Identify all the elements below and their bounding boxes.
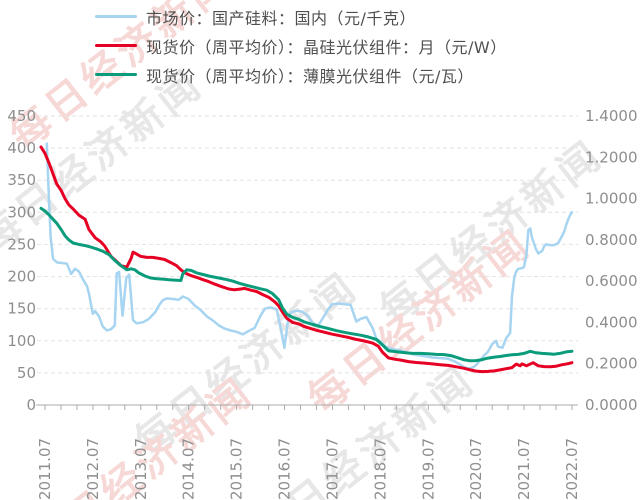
x-axis-label: 2014.07 bbox=[180, 438, 198, 500]
x-axis-label: 2022.07 bbox=[563, 438, 581, 500]
left-axis-label: 400 bbox=[7, 139, 36, 157]
right-axis-label: 1.2000 bbox=[585, 148, 638, 166]
legend-swatch-teal bbox=[95, 73, 137, 76]
x-axis-label: 2018.07 bbox=[371, 438, 389, 500]
series-line-silicon-material bbox=[45, 142, 574, 370]
right-axis-label: 0.6000 bbox=[585, 272, 638, 290]
legend-swatch-red bbox=[95, 44, 137, 47]
x-axis-label: 2019.07 bbox=[419, 438, 437, 500]
left-axis-label: 50 bbox=[17, 364, 36, 382]
legend-item-crystalline-module: 现货价（周平均价）：晶硅光伏组件：月（元/W） bbox=[95, 36, 507, 57]
x-axis-label: 2015.07 bbox=[228, 438, 246, 500]
left-axis-label: 250 bbox=[7, 235, 36, 253]
x-axis-label: 2012.07 bbox=[84, 438, 102, 500]
left-axis-label: 0 bbox=[26, 396, 36, 414]
left-axis-label: 100 bbox=[7, 332, 36, 350]
right-axis-label: 1.0000 bbox=[585, 190, 638, 208]
chart-legend: 市场价：国产硅料：国内（元/千克） 现货价（周平均价）：晶硅光伏组件：月（元/W… bbox=[95, 7, 507, 94]
left-axis-label: 200 bbox=[7, 268, 36, 286]
legend-item-silicon-material: 市场价：国产硅料：国内（元/千克） bbox=[95, 7, 507, 28]
x-axis-label: 2017.07 bbox=[324, 438, 342, 500]
legend-label: 市场价：国产硅料：国内（元/千克） bbox=[146, 8, 416, 28]
x-axis-label: 2011.07 bbox=[36, 438, 54, 500]
legend-swatch-blue bbox=[95, 15, 137, 18]
left-axis-label: 150 bbox=[7, 300, 36, 318]
left-axis-label: 350 bbox=[7, 171, 36, 189]
legend-label: 现货价（周平均价）：晶硅光伏组件：月（元/W） bbox=[146, 37, 507, 57]
right-axis-label: 0.4000 bbox=[585, 313, 638, 331]
x-axis-label: 2020.07 bbox=[467, 438, 485, 500]
right-axis-label: 1.4000 bbox=[585, 107, 638, 125]
legend-item-thinfilm-module: 现货价（周平均价）：薄膜光伏组件（元/瓦） bbox=[95, 65, 507, 86]
x-axis-label: 2021.07 bbox=[515, 438, 533, 500]
x-axis-label: 2013.07 bbox=[132, 438, 150, 500]
series-line-thinfilm-module bbox=[39, 206, 574, 363]
legend-label: 现货价（周平均价）：薄膜光伏组件（元/瓦） bbox=[146, 66, 474, 86]
left-axis-label: 450 bbox=[7, 107, 36, 125]
right-axis-label: 0.2000 bbox=[585, 355, 638, 373]
right-axis-label: 0.8000 bbox=[585, 231, 638, 249]
x-axis-label: 2016.07 bbox=[276, 438, 294, 500]
left-axis-label: 300 bbox=[7, 203, 36, 221]
right-axis-label: 0.0000 bbox=[585, 396, 638, 414]
